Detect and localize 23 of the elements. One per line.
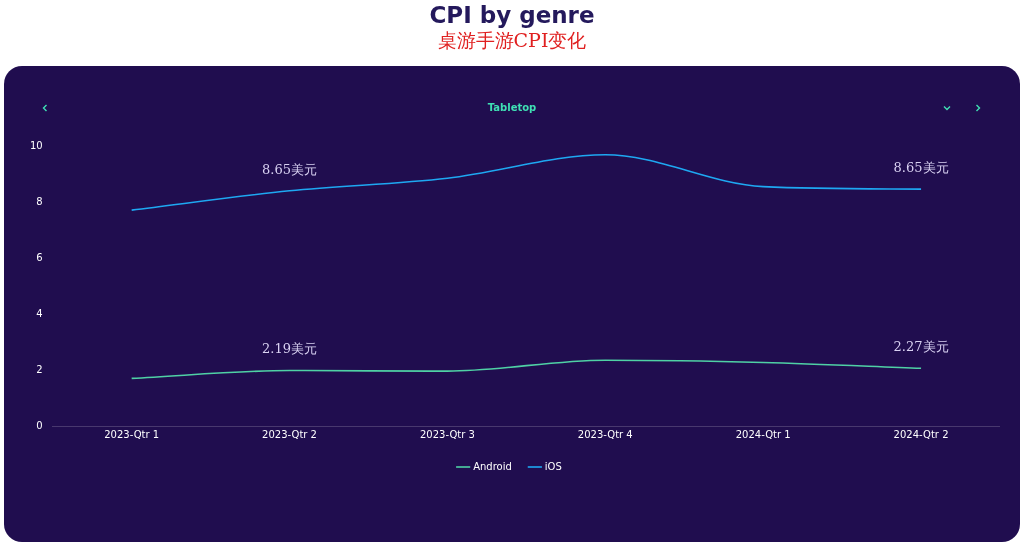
x-tick-label: 2023-Qtr 4 — [577, 428, 633, 440]
legend-label: iOS — [544, 460, 562, 472]
y-tick-label: 2 — [36, 363, 43, 375]
y-tick-label: 8 — [36, 195, 43, 207]
x-tick-label: 2023-Qtr 2 — [262, 428, 317, 440]
y-tick-label: 4 — [36, 307, 43, 319]
y-tick-label: 0 — [36, 419, 43, 431]
line-series — [130, 359, 922, 380]
chart-title: CPI by genre — [428, 2, 596, 28]
annotation: 8.65美元 — [893, 159, 949, 175]
legend-label: Android — [473, 460, 512, 472]
x-tick-label: 2024-Qtr 1 — [735, 428, 791, 440]
annotation: 2.27美元 — [893, 339, 949, 355]
x-tick-label: 2023-Qtr 3 — [419, 428, 475, 440]
x-tick-label: 2023-Qtr 1 — [104, 428, 160, 440]
annotation: 2.19美元 — [262, 341, 318, 357]
x-tick-label: 2024-Qtr 2 — [893, 428, 949, 440]
chart-subtitle: 桌游手游CPI变化 — [436, 28, 588, 53]
y-tick-label: 10 — [29, 139, 43, 151]
text: Tabletop — [486, 102, 538, 113]
y-tick-label: 6 — [36, 251, 43, 263]
line-series — [130, 153, 922, 211]
annotation: 8.65美元 — [262, 161, 318, 177]
